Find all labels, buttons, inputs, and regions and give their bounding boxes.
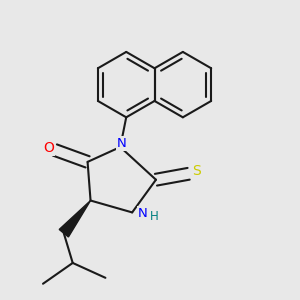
Text: N: N xyxy=(138,207,147,220)
Polygon shape xyxy=(59,200,91,237)
Text: N: N xyxy=(117,137,127,150)
Text: S: S xyxy=(192,164,200,178)
Text: O: O xyxy=(44,141,54,154)
Text: H: H xyxy=(150,210,159,224)
